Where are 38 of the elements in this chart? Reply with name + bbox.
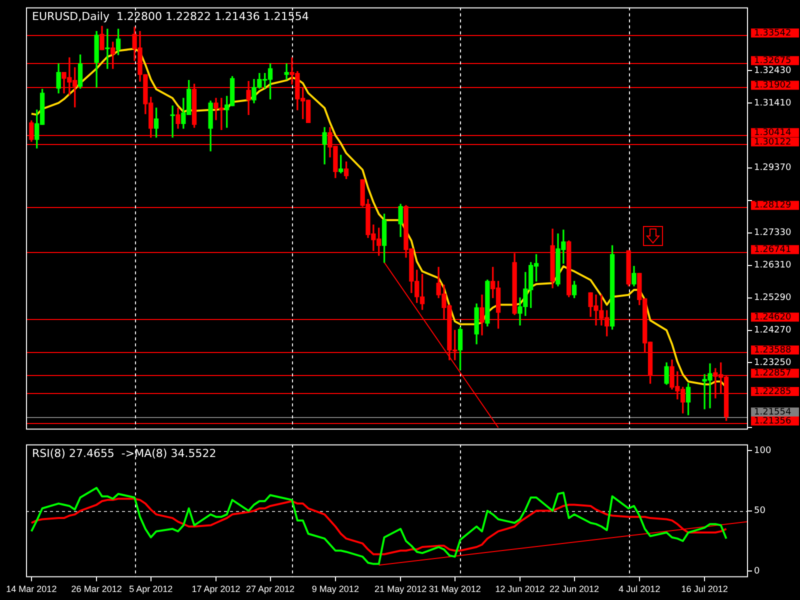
ref-line-label: 1.30122: [754, 137, 792, 148]
y-tick-label: 1.29370: [754, 163, 792, 174]
y-tick-label: 1.32430: [754, 66, 792, 76]
y-tick-label: 100: [754, 446, 772, 456]
ref-line-label: 1.31902: [754, 80, 792, 91]
ref-line-label: 1.33542: [754, 28, 792, 38]
ref-line-label: 1.24620: [754, 312, 792, 322]
ref-line-label: 1.21554: [754, 407, 792, 418]
chart-title: EURUSD,Daily 1.22800 1.22822 1.21436 1.21554: [32, 10, 309, 23]
x-tick-label: 21 May 2012: [374, 584, 427, 594]
y-tick-label: 1.23250: [754, 358, 792, 368]
y-tick-label: 1.25290: [754, 293, 792, 304]
ref-line-label: 1.26741: [754, 244, 792, 255]
ref-line-label: 1.28129: [754, 200, 792, 211]
y-tick-label: 1.31410: [754, 98, 792, 108]
y-tick-label: 50: [754, 506, 766, 516]
x-tick-label: 16 Jul 2012: [681, 584, 728, 594]
ref-line-label: 1.30414: [754, 128, 792, 138]
y-tick-label: 1.26310: [754, 260, 792, 271]
y-tick-label: 0: [754, 566, 760, 577]
x-tick-label: 4 Jul 2012: [618, 584, 660, 594]
x-tick-label: 27 Apr 2012: [246, 584, 295, 594]
x-tick-label: 14 Mar 2012: [6, 584, 57, 594]
x-tick-label: 31 May 2012: [428, 584, 481, 594]
x-tick-label: 22 Jun 2012: [550, 584, 600, 594]
y-tick-label: 1.27330: [754, 228, 792, 238]
ref-line-label: 1.23588: [754, 345, 792, 356]
x-tick-label: 12 Jun 2012: [495, 584, 545, 594]
x-tick-label: 9 May 2012: [312, 584, 359, 594]
x-tick-label: 17 Apr 2012: [192, 584, 240, 594]
x-tick-label: 5 Apr 2012: [129, 584, 173, 594]
ref-line-label: 1.32675: [754, 56, 792, 66]
x-tick-label: 26 Mar 2012: [71, 584, 122, 594]
chart-title: RSI(8) 27.4655 ->MA(8) 34.5522: [32, 446, 216, 460]
ref-line-label: 1.22285: [754, 386, 792, 397]
ref-line-label: 1.21356: [754, 416, 792, 426]
y-tick-label: 1.24270: [754, 326, 792, 336]
ref-line-label: 1.22857: [754, 368, 792, 379]
